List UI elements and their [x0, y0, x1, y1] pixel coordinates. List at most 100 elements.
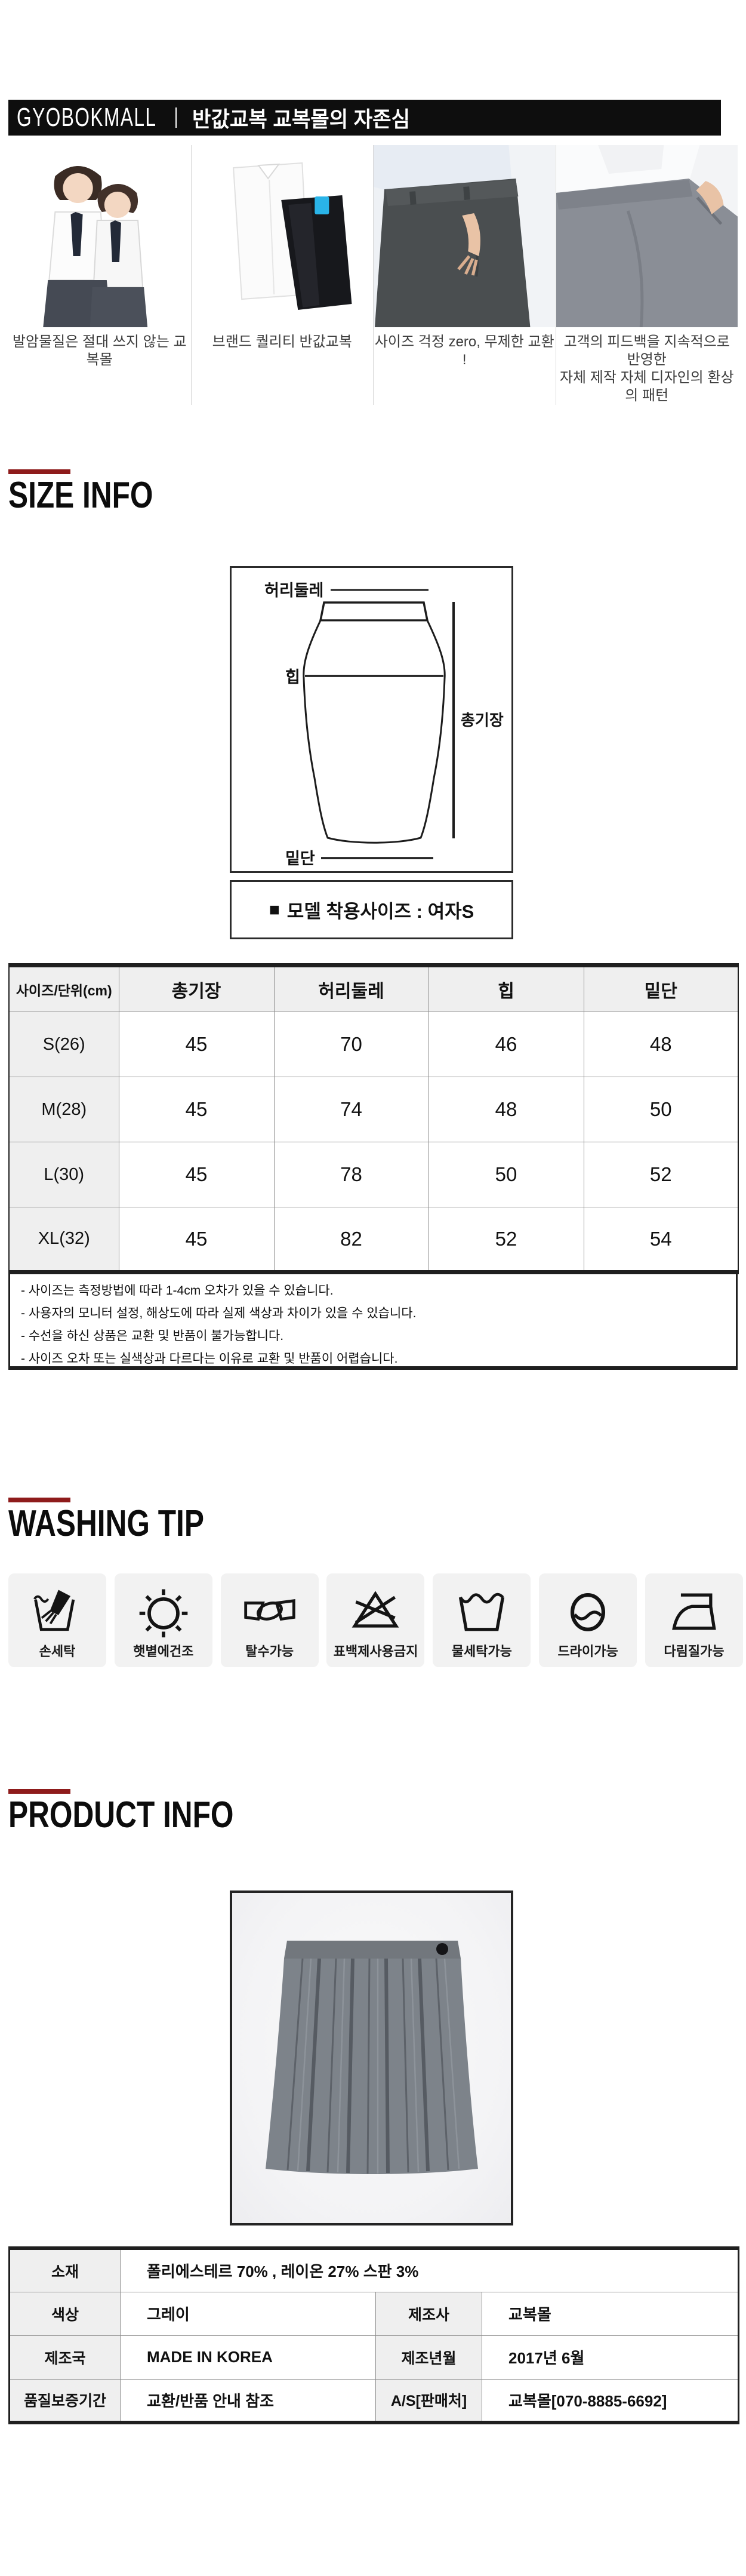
sun-dry-icon	[139, 1589, 188, 1638]
info-value: 2017년 6월	[481, 2335, 739, 2380]
size-value: 74	[273, 1077, 429, 1142]
section-title-text: SIZE INFO	[8, 475, 153, 516]
model-size-box: ■ 모델 착용사이즈 : 여자S	[230, 880, 513, 939]
header-divider	[175, 107, 177, 128]
size-row-xl: XL(32) 45 82 52 54	[8, 1207, 739, 1272]
info-label: 제조년월	[375, 2335, 482, 2380]
info-label: 제조국	[9, 2335, 121, 2380]
size-value: 46	[428, 1012, 584, 1077]
washing-item-sun-dry: 햇볕에건조	[114, 1573, 212, 1667]
diagram-hem-label: 밑단	[285, 850, 315, 868]
info-label: 색상	[9, 2291, 121, 2336]
size-label: M(28)	[8, 1077, 119, 1142]
info-label: 제조사	[375, 2291, 482, 2336]
size-value: 45	[118, 1207, 275, 1272]
brand-logo-text: GYOBOKMALL	[17, 103, 157, 132]
info-row-warranty-as: 품질보증기간 교환/반품 안내 참조 A/S[판매처] 교복몰[070-8885…	[9, 2378, 739, 2423]
size-row-m: M(28) 45 74 48 50	[8, 1077, 739, 1142]
caption-line-1: 고객의 피드백을 지속적으로 반영한	[563, 334, 730, 368]
washing-label: 물세탁가능	[451, 1644, 512, 1659]
washing-item-dry-clean: 드라이가능	[539, 1573, 637, 1667]
size-value: 52	[428, 1207, 584, 1272]
washing-item-water-wash: 물세탁가능	[433, 1573, 531, 1667]
feature-models: 발암물질은 절대 쓰지 않는 교복몰	[8, 145, 191, 405]
title-accent-bar	[8, 469, 70, 474]
square-bullet-icon: ■	[269, 899, 280, 920]
size-value: 45	[118, 1142, 275, 1207]
size-value: 50	[428, 1142, 584, 1207]
info-label: 품질보증기간	[9, 2378, 121, 2423]
size-label: S(26)	[8, 1012, 119, 1077]
washing-item-no-bleach: 표백제사용금지	[326, 1573, 425, 1667]
note-line: - 수선을 하신 상품은 교환 및 반품이 불가능합니다.	[21, 1329, 284, 1343]
feature-caption: 고객의 피드백을 지속적으로 반영한 자체 제작 자체 디자인의 환상의 패턴	[556, 333, 738, 405]
title-accent-bar	[8, 1498, 70, 1502]
info-value: 폴리에스테르 70% , 레이온 27% 스판 3%	[119, 2248, 739, 2292]
size-notes-box: - 사이즈는 측정방법에 따라 1-4cm 오차가 있을 수 있습니다. - 사…	[8, 1272, 738, 1370]
size-diagram-box: 허리둘레 힙 총기장 밑단	[230, 566, 513, 873]
washing-label: 햇볕에건조	[133, 1644, 194, 1659]
note-line: - 사용자의 모니터 설정, 해상도에 따라 실제 색상과 차이가 있을 수 있…	[21, 1307, 417, 1320]
size-table: 사이즈/단위(cm) 총기장 허리둘레 힙 밑단 S(26) 45 70 46 …	[8, 963, 739, 1274]
col-header-size-unit: 사이즈/단위(cm)	[8, 965, 119, 1012]
washing-icons-row: 손세탁 햇볕에건조 탈수가능 표백제사용금지	[8, 1573, 743, 1667]
feature-strip: 발암물질은 절대 쓰지 않는 교복몰 브랜드 퀄리티 반값교복	[8, 145, 738, 405]
hand-wash-icon	[33, 1590, 75, 1631]
col-header-waist: 허리둘레	[273, 965, 429, 1012]
diagram-waist-label: 허리둘레	[264, 582, 323, 600]
feature-caption: 발암물질은 절대 쓰지 않는 교복몰	[12, 334, 187, 368]
note-line: - 사이즈 오차 또는 실색상과 다르다는 이유로 교환 및 반품이 어렵습니다…	[21, 1352, 398, 1366]
info-value: 그레이	[120, 2291, 376, 2336]
size-value: 48	[428, 1077, 584, 1142]
product-info-table: 소재 폴리에스테르 70% , 레이온 27% 스판 3% 색상 그레이 제조사…	[8, 2246, 740, 2424]
size-table-header-row: 사이즈/단위(cm) 총기장 허리둘레 힙 밑단	[8, 965, 739, 1012]
washing-label: 표백제사용금지	[333, 1644, 418, 1659]
col-header-length: 총기장	[118, 965, 275, 1012]
info-value: MADE IN KOREA	[120, 2335, 376, 2380]
info-row-color-maker: 색상 그레이 제조사 교복몰	[9, 2291, 739, 2336]
pants-closeup-photo	[374, 145, 556, 327]
info-value: 교복몰	[481, 2291, 739, 2336]
size-row-l: L(30) 45 78 50 52	[8, 1142, 739, 1207]
size-value: 52	[583, 1142, 739, 1207]
washing-label: 다림질가능	[664, 1644, 725, 1659]
washing-label: 드라이가능	[557, 1644, 618, 1659]
washing-item-iron: 다림질가능	[645, 1573, 743, 1667]
section-title-text: PRODUCT INFO	[8, 1794, 234, 1836]
size-value: 70	[273, 1012, 429, 1077]
note-line: - 사이즈는 측정방법에 따라 1-4cm 오차가 있을 수 있습니다.	[21, 1284, 334, 1298]
water-wash-icon	[459, 1593, 505, 1631]
diagram-hip-label: 힙	[285, 668, 300, 686]
feature-shirt-pants: 브랜드 퀄리티 반값교복	[190, 145, 373, 405]
feature-pattern: 고객의 피드백을 지속적으로 반영한 자체 제작 자체 디자인의 환상의 패턴	[555, 145, 738, 405]
wring-icon	[243, 1599, 295, 1621]
dry-clean-icon	[571, 1593, 606, 1631]
size-value: 50	[583, 1077, 739, 1142]
info-value: 교환/반품 안내 참조	[120, 2378, 376, 2423]
col-header-hem: 밑단	[583, 965, 739, 1012]
size-value: 54	[583, 1207, 739, 1272]
size-label: L(30)	[8, 1142, 119, 1207]
skirt-measure-diagram: 허리둘레 힙 총기장 밑단	[264, 582, 504, 868]
no-bleach-icon	[352, 1591, 399, 1628]
caption-line-2: 자체 제작 자체 디자인의 환상의 패턴	[559, 370, 734, 404]
info-value: 교복몰[070-8885-6692]	[481, 2378, 739, 2423]
washing-label: 탈수가능	[245, 1644, 294, 1659]
info-label: A/S[판매처]	[375, 2378, 482, 2423]
diagram-length-label: 총기장	[461, 711, 504, 729]
title-accent-bar	[8, 1789, 70, 1794]
models-photo	[8, 145, 191, 327]
product-info-section-title: PRODUCT INFO	[8, 1789, 290, 1834]
shirt-pants-photo	[191, 145, 373, 327]
washing-item-wring: 탈수가능	[220, 1573, 319, 1667]
size-value: 48	[583, 1012, 739, 1077]
feature-exchange: 사이즈 걱정 zero, 무제한 교환 !	[373, 145, 556, 405]
col-header-hip: 힙	[428, 965, 584, 1012]
size-value: 82	[273, 1207, 429, 1272]
washing-item-hand-wash: 손세탁	[8, 1573, 106, 1667]
feature-caption: 브랜드 퀄리티 반값교복	[212, 334, 352, 350]
info-row-origin-date: 제조국 MADE IN KOREA 제조년월 2017년 6월	[9, 2335, 739, 2380]
header-tagline: 반값교복 교복몰의 자존심	[192, 107, 410, 131]
section-title-text: WASHING TIP	[8, 1503, 204, 1544]
